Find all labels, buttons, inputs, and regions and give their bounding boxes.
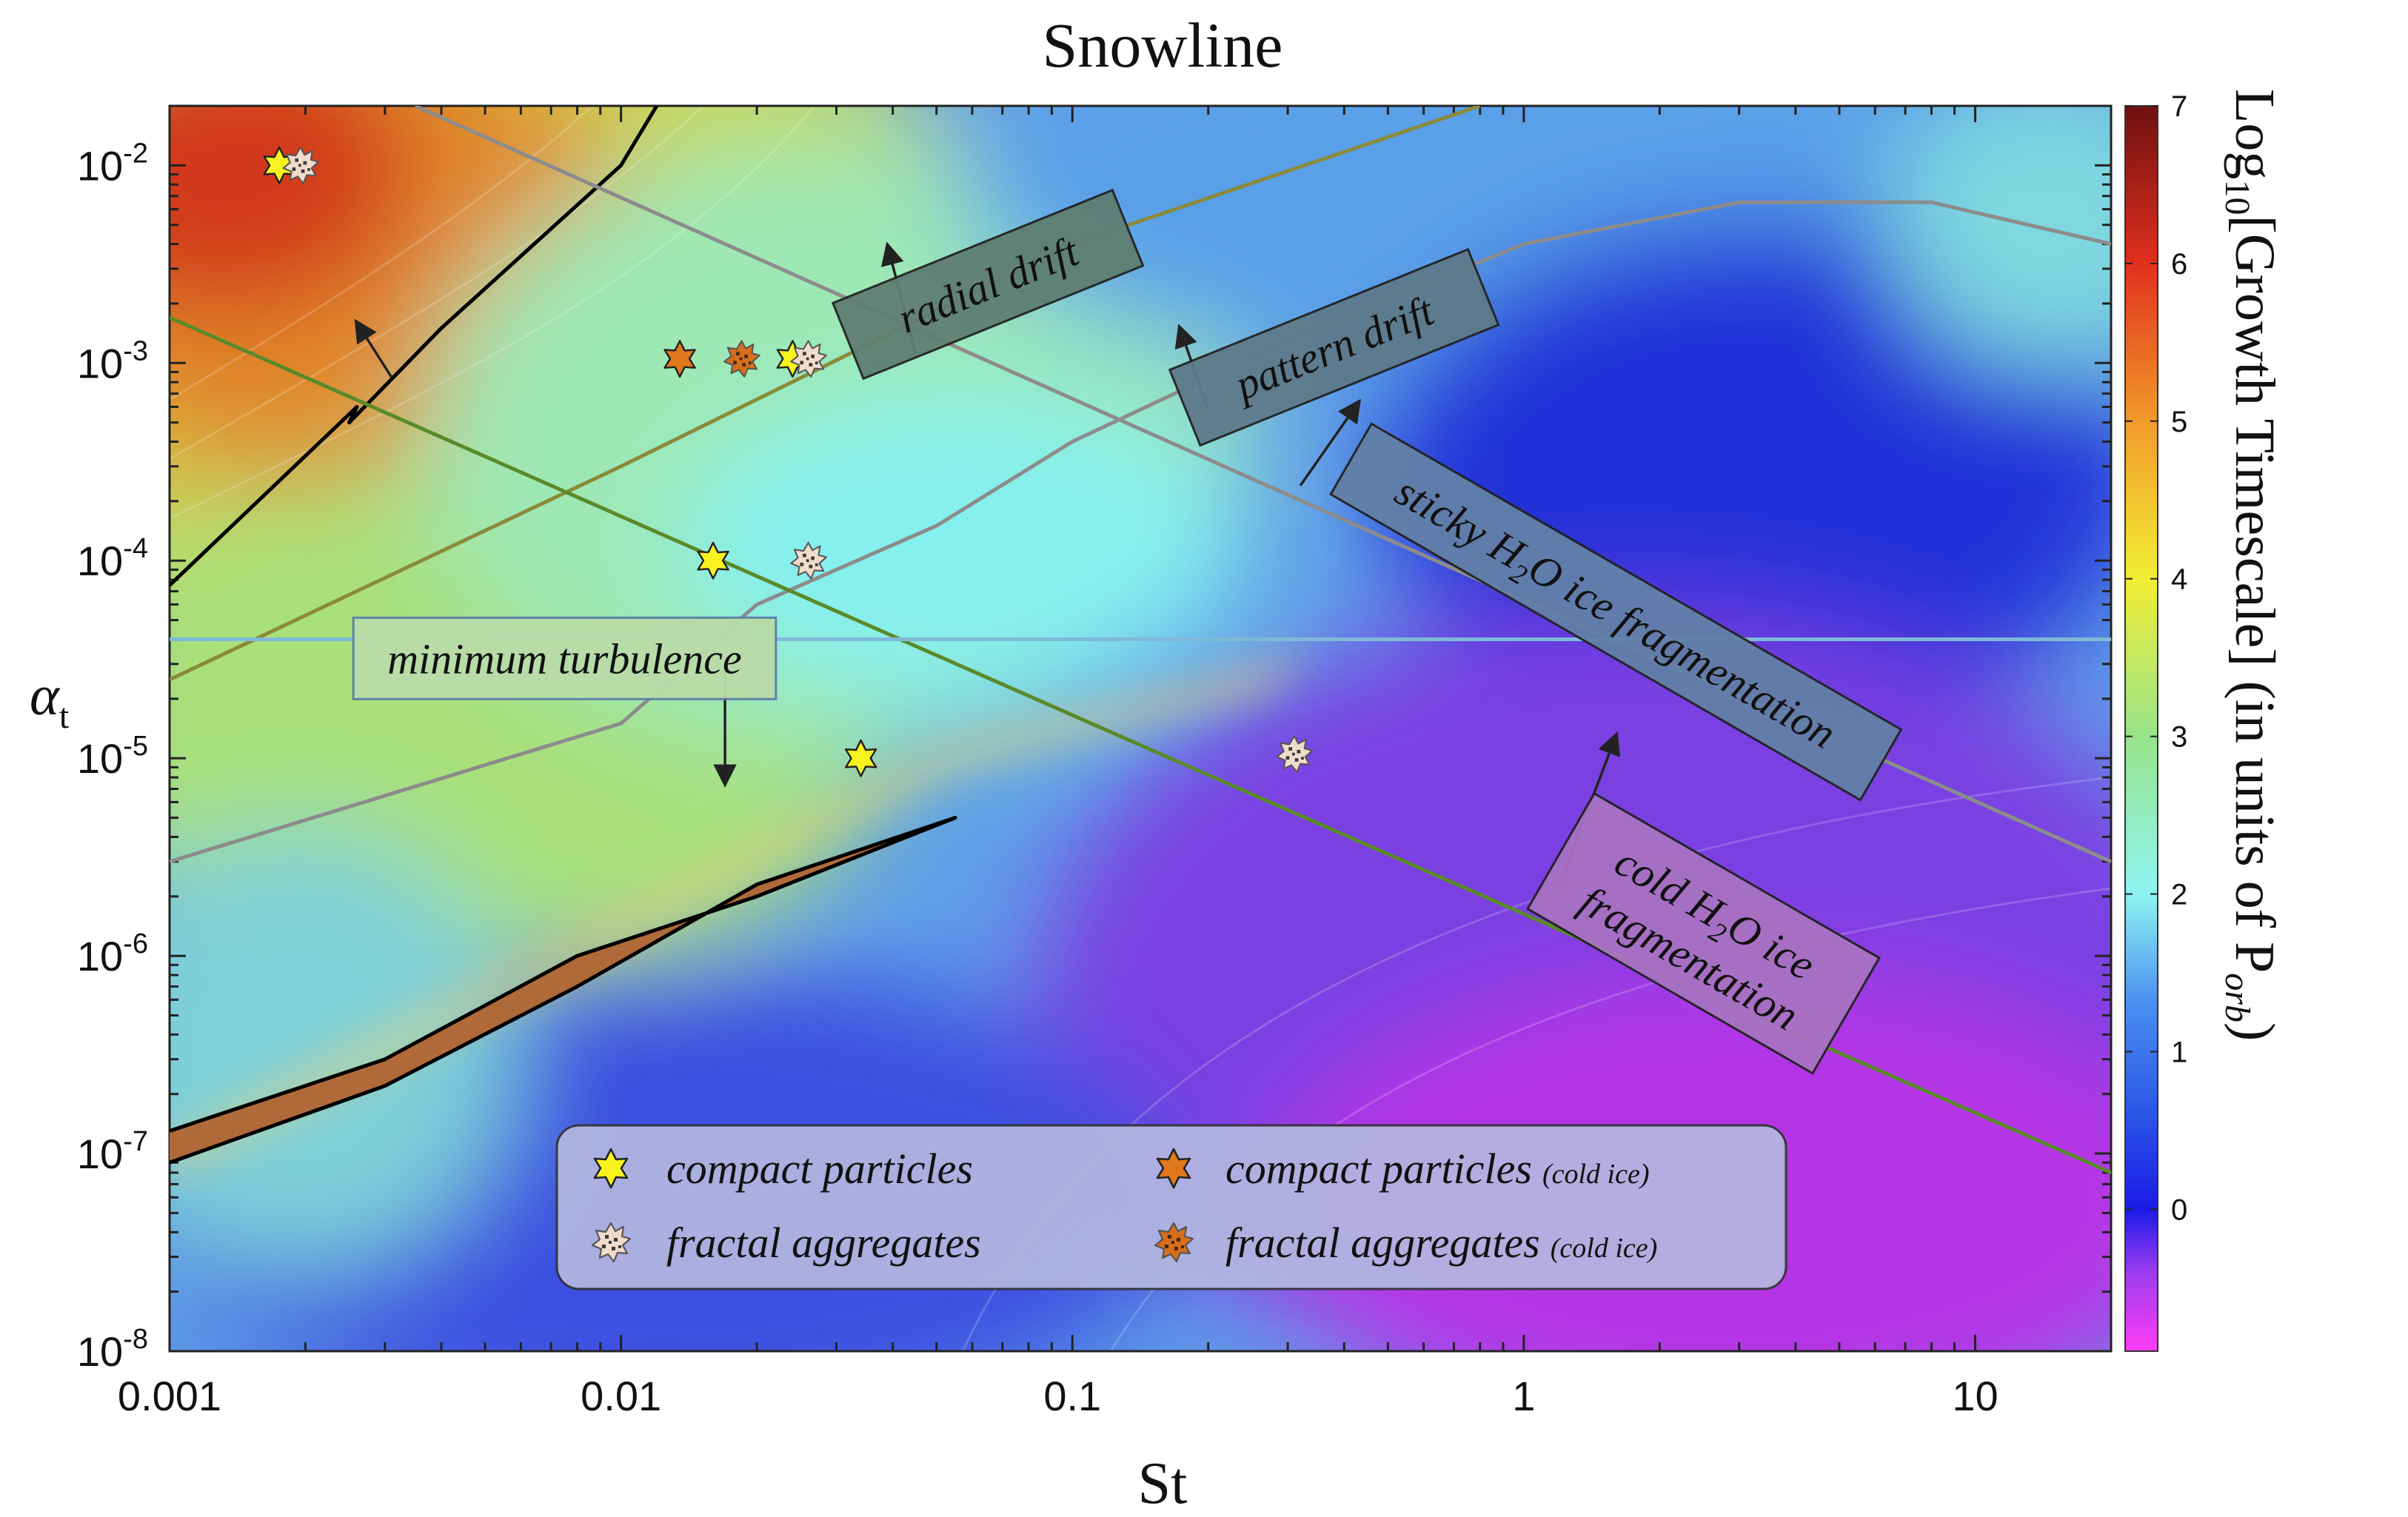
legend-item-fractal: fractal aggregates: [591, 1219, 981, 1267]
x-tick-labels: 0.001 0.01 0.1 1 10: [118, 1373, 1999, 1419]
y-tick-base: 10: [77, 340, 123, 386]
colorbar-label: Log10[Growth Timescale] (in units of Por…: [2218, 89, 2286, 1041]
plot-frame: [168, 104, 2113, 1353]
growth-boundary-upper: [170, 106, 659, 587]
x-tick-label: 1: [1512, 1373, 1535, 1419]
legend-label: fractal aggregates: [1225, 1219, 1540, 1267]
colorbar-tick-label: 2: [2171, 879, 2187, 911]
y-tick-label: 10-7: [77, 1126, 148, 1177]
y-tick-label: 10-5: [77, 731, 148, 782]
y-tick-label: 10-8: [77, 1324, 148, 1375]
direction-arrow: [354, 318, 393, 378]
y-axis-label-base: α: [30, 665, 61, 727]
colorbar-tick-label: 6: [2171, 248, 2187, 281]
label-box: [831, 188, 1145, 381]
y-tick-base: 10: [77, 1131, 123, 1177]
colorbar-label-close: ): [2224, 1022, 2286, 1041]
colorbar: 0 1 2 3 4 5 6 7 Log10[Growth Timescale] (in uni…: [2124, 89, 2286, 1352]
y-tick-labels: 10-810-710-610-510-410-310-2: [77, 138, 148, 1375]
label-box: [1526, 791, 1881, 1075]
x-tick-label: 10: [1952, 1373, 1998, 1419]
y-tick-label: 10-4: [77, 533, 148, 584]
legend-note: (cold ice): [1542, 1159, 1650, 1190]
y-tick-exponent: -4: [123, 533, 148, 564]
colorbar-tick-label: 1: [2171, 1036, 2187, 1068]
legend-text: fractal aggregates: [666, 1219, 981, 1267]
colorbar-tick-label: 3: [2171, 721, 2187, 754]
growth-boundary-lower: [170, 816, 957, 1165]
colorbar-tick-label: 4: [2171, 563, 2187, 596]
y-tick-base: 10: [77, 735, 123, 782]
colorbar-tick-label: 0: [2171, 1193, 2187, 1226]
y-tick-base: 10: [77, 142, 123, 189]
y-tick-exponent: -6: [123, 928, 148, 960]
pattern-drift-line: [170, 106, 1481, 682]
legend: compact particles fractal aggregates compa…: [555, 1124, 1787, 1290]
y-tick-base: 10: [77, 1328, 123, 1375]
colorbar-tick-label: 5: [2171, 406, 2187, 438]
x-tick-label: 0.01: [581, 1373, 661, 1419]
legend-note: (cold ice): [1551, 1233, 1658, 1264]
y-axis-label-sub: t: [59, 697, 70, 736]
x-tick-label: 0.1: [1043, 1373, 1101, 1419]
label-box: [352, 616, 777, 700]
colorbar-label-log: Log: [2224, 89, 2286, 179]
label-min-turb: minimum turbulence: [352, 616, 777, 700]
y-tick-exponent: -8: [123, 1324, 148, 1355]
legend-item-compact: compact particles: [593, 1145, 973, 1193]
y-tick-exponent: -7: [123, 1126, 148, 1157]
direction-arrow: [1299, 398, 1362, 486]
y-tick-exponent: -3: [123, 335, 148, 366]
legend-label: compact particles: [1225, 1145, 1532, 1193]
legend-item-compact-cold: compact particles (cold ice): [1156, 1145, 1650, 1193]
y-axis-label: αt: [30, 665, 70, 736]
legend-text: compact particles: [666, 1145, 973, 1193]
y-tick-label: 10-6: [77, 928, 148, 979]
label-box: [1329, 422, 1903, 802]
colorbar-label-orb: orb: [2218, 973, 2257, 1022]
legend-text: fractal aggregates (cold ice): [1225, 1219, 1657, 1267]
y-tick-base: 10: [77, 933, 123, 979]
colorbar-label-sub: 10: [2218, 179, 2257, 215]
colorbar-ramp: [2124, 105, 2158, 1352]
legend-item-fractal-cold: fractal aggregates (cold ice): [1154, 1219, 1657, 1267]
chart-title: Snowline: [1043, 10, 1283, 81]
y-tick-exponent: -2: [123, 138, 148, 169]
label-text: minimum turbulence: [387, 634, 741, 683]
label-box: [1168, 247, 1500, 447]
x-axis-label: St: [1138, 1451, 1188, 1516]
legend-box: [555, 1124, 1787, 1290]
y-tick-label: 10-2: [77, 138, 148, 189]
colorbar-tick-label: 7: [2171, 90, 2187, 123]
legend-text: compact particles (cold ice): [1225, 1145, 1650, 1193]
y-tick-label: 10-3: [77, 335, 148, 386]
legend-label: fractal aggregates: [666, 1219, 981, 1267]
legend-label: compact particles: [666, 1145, 973, 1193]
y-tick-base: 10: [77, 538, 123, 584]
colorbar-label-main: [Growth Timescale] (in units of P: [2224, 215, 2286, 973]
y-tick-exponent: -5: [123, 731, 148, 762]
x-tick-label: 0.001: [118, 1373, 221, 1419]
